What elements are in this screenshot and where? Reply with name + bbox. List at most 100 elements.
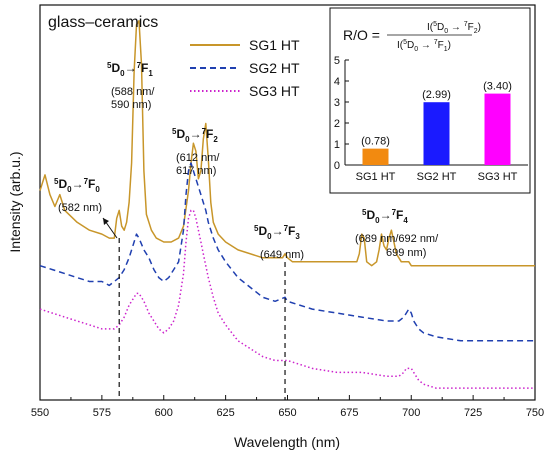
series-line-1	[39, 20, 535, 267]
inset-category-label: SG2 HT	[417, 171, 457, 183]
inset-bar-2	[423, 102, 450, 165]
inset-y-tick-label: 5	[334, 55, 340, 67]
inset-top-d: D	[437, 22, 444, 33]
anno-f1-d: D	[111, 61, 120, 75]
inset-bot-open: I(	[397, 40, 404, 51]
inset-y-tick-label: 4	[334, 76, 340, 88]
inset-fraction-bottom: I(5D0 → 7F1)	[397, 39, 451, 53]
x-tick-label: 750	[526, 407, 544, 419]
anno-f4-f-sub: 4	[403, 216, 408, 225]
inset-category-label: SG3 HT	[478, 171, 518, 183]
inset-top-arrow: →	[448, 22, 464, 33]
x-tick-label: 675	[340, 407, 358, 419]
inset-top-open: I(	[427, 22, 434, 33]
annotation-f1: 5D0→7F1 (588 nm/ 590 nm)	[107, 61, 155, 111]
inset-bot-sup2: 7	[434, 39, 438, 46]
anno-f1-sup: 7	[137, 61, 142, 70]
svg-text:5D0→7F1: 5D0→7F1	[107, 61, 153, 78]
x-tick-label: 550	[31, 407, 49, 419]
anno-f3-d-sub: 0	[267, 232, 272, 241]
inset-y-tick-label: 1	[334, 139, 340, 151]
inset-bot-d: D	[407, 40, 414, 51]
inset-y-tick-label: 0	[334, 160, 340, 172]
svg-text:5D0→7F3: 5D0→7F3	[254, 224, 300, 241]
svg-text:5D0→7F2: 5D0→7F2	[172, 127, 218, 144]
anno-f0-level: 5	[54, 177, 59, 186]
inset-bot-sub2: 1	[444, 46, 448, 53]
inset-y-tick-label: 2	[334, 118, 340, 130]
inset-bar-value-label: (0.78)	[361, 136, 390, 148]
inset-bot-f: F	[438, 40, 444, 51]
anno-f4-arrow: →	[380, 208, 392, 222]
anno-f1-f: F	[141, 61, 148, 75]
inset-top-sub2: 2	[474, 28, 478, 35]
inset-bar-value-label: (3.40)	[483, 81, 512, 93]
x-axis-ticks: 550 575 600 625 650 675 700 725 750	[31, 395, 544, 419]
inset-bot-close: )	[448, 40, 451, 51]
inset-bar-3	[484, 93, 511, 165]
legend-label-sg2: SG2 HT	[249, 60, 300, 76]
x-tick-label: 650	[278, 407, 296, 419]
x-tick-label: 725	[464, 407, 482, 419]
inset-top-f: F	[468, 22, 474, 33]
svg-text:5D0→7F4: 5D0→7F4	[362, 208, 408, 225]
anno-f4-detail-1: 699 nm)	[386, 247, 426, 259]
marker-lines	[118, 238, 286, 400]
svg-text:5D0→7F0: 5D0→7F0	[54, 177, 100, 194]
anno-f3-level: 5	[254, 224, 259, 233]
inset-fraction-top: I(5D0 → 7F2)	[427, 21, 481, 35]
anno-f2-level: 5	[172, 127, 177, 136]
x-tick-label: 575	[93, 407, 111, 419]
anno-f0-d-sub: 0	[67, 185, 72, 194]
anno-f2-arrow: →	[190, 127, 202, 141]
inset-top-sup2: 7	[464, 21, 468, 28]
anno-f1-detail-1: 590 nm)	[111, 99, 151, 111]
transition-annotations: 5D0→7F0 (582 nm) 5D0→7F1 (588 nm/ 590 nm…	[54, 61, 439, 261]
anno-f0-f: F	[88, 177, 95, 191]
anno-f3-f: F	[288, 224, 295, 238]
anno-f3-f-sub: 3	[295, 232, 300, 241]
anno-f1-arrow: →	[125, 61, 137, 75]
inset-bar-1	[362, 148, 389, 165]
anno-f2-detail-0: (612 nm/	[176, 152, 220, 164]
y-axis-title: Intensity (arb.u.)	[7, 151, 23, 252]
anno-f0-f-sub: 0	[95, 185, 100, 194]
x-tick-label: 600	[155, 407, 173, 419]
anno-f3-arrow: →	[272, 224, 284, 238]
inset-top-close: )	[478, 22, 481, 33]
anno-f1-detail-0: (588 nm/	[111, 86, 155, 98]
anno-f1-f-sub: 1	[148, 69, 153, 78]
inset-bars: (0.78) SG1 HT (2.99) SG2 HT (3.40) SG3 HT	[356, 81, 518, 183]
inset-title-prefix: R/O =	[343, 27, 380, 43]
anno-f0-sup: 7	[84, 177, 89, 186]
anno-f2-d-sub: 0	[185, 135, 190, 144]
inset-y-tick-label: 3	[334, 97, 340, 109]
inset-bot-arrow: →	[418, 40, 434, 51]
x-tick-label: 625	[216, 407, 234, 419]
anno-f4-level: 5	[362, 208, 367, 217]
anno-f3-d: D	[258, 224, 267, 238]
anno-f2-f: F	[206, 127, 213, 141]
legend: SG1 HT SG2 HT SG3 HT	[190, 37, 300, 99]
anno-f4-d-sub: 0	[375, 216, 380, 225]
anno-f2-f-sub: 2	[213, 135, 218, 144]
inset-top-sup1: 5	[433, 21, 437, 28]
inset-bar-value-label: (2.99)	[422, 89, 451, 101]
anno-f0-arrow-head	[103, 218, 109, 225]
annotation-f0: 5D0→7F0 (582 nm)	[54, 177, 118, 239]
anno-f4-sup: 7	[392, 208, 397, 217]
anno-f3-detail-0: (649 nm)	[260, 249, 304, 261]
chart-title: glass–ceramics	[48, 14, 158, 31]
inset-top-sub1: 0	[444, 28, 448, 35]
anno-f2-d: D	[176, 127, 185, 141]
anno-f0-d: D	[58, 177, 67, 191]
anno-f4-d: D	[366, 208, 375, 222]
annotation-f4: 5D0→7F4 (689 nm/692 nm/ 699 nm)	[355, 208, 439, 259]
annotation-f3: 5D0→7F3 (649 nm)	[254, 224, 304, 261]
anno-f2-detail-1: 617 nm)	[176, 165, 216, 177]
anno-f4-detail-0: (689 nm/692 nm/	[355, 233, 439, 245]
legend-label-sg1: SG1 HT	[249, 37, 300, 53]
x-axis-title: Wavelength (nm)	[234, 434, 340, 450]
